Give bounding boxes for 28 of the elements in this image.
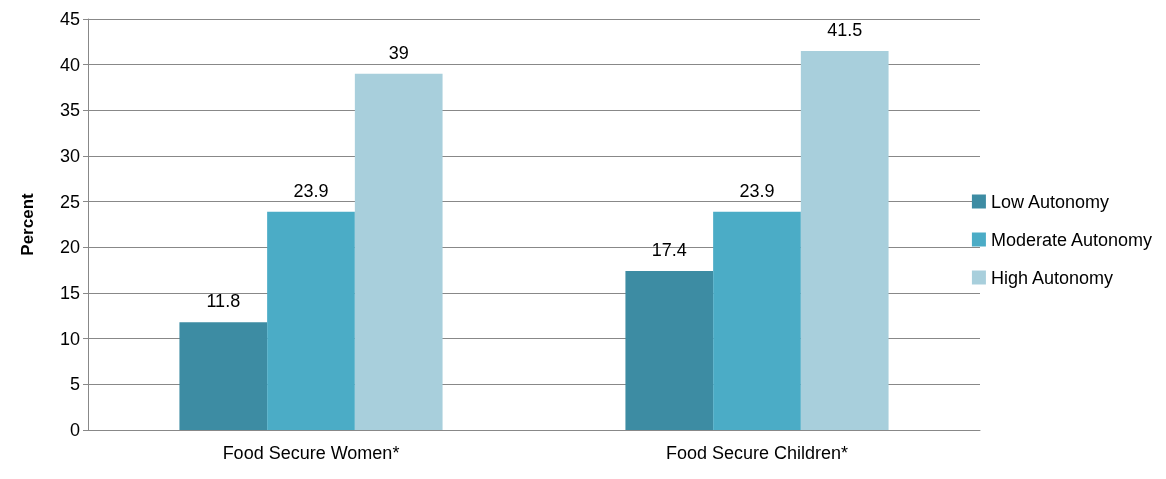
y-tick-label: 5 [69,374,80,395]
bar [713,211,801,430]
data-label: 11.8 [206,291,241,312]
bar [267,211,355,430]
y-tick-label: 30 [59,146,80,166]
bar [179,322,268,430]
y-tick-label: 25 [59,191,80,212]
x-tick-label: Food Secure Women* [222,443,400,463]
y-tick-label: 20 [59,237,80,258]
legend-label: Moderate Autonomy [990,229,1153,250]
legend-label: High Autonomy [990,267,1113,288]
data-label: 23.9 [293,180,329,201]
y-tick-label: 40 [59,54,80,75]
y-axis-title: Percent [18,192,37,256]
y-tick-label: 45 [59,9,80,29]
y-tick-label: 35 [59,100,80,121]
bar [800,50,889,430]
x-tick-label: Food Secure Children* [665,443,849,463]
y-tick-label: 15 [59,283,80,303]
data-label: 41.5 [827,19,863,40]
bar [625,271,714,430]
y-tick-label: 0 [69,420,80,440]
data-label: 17.4 [651,240,687,261]
bar [354,73,443,430]
y-tick-label: 10 [59,328,80,349]
data-label: 39 [388,42,409,63]
data-label: 23.9 [739,180,775,201]
legend-label: Low Autonomy [990,191,1109,212]
